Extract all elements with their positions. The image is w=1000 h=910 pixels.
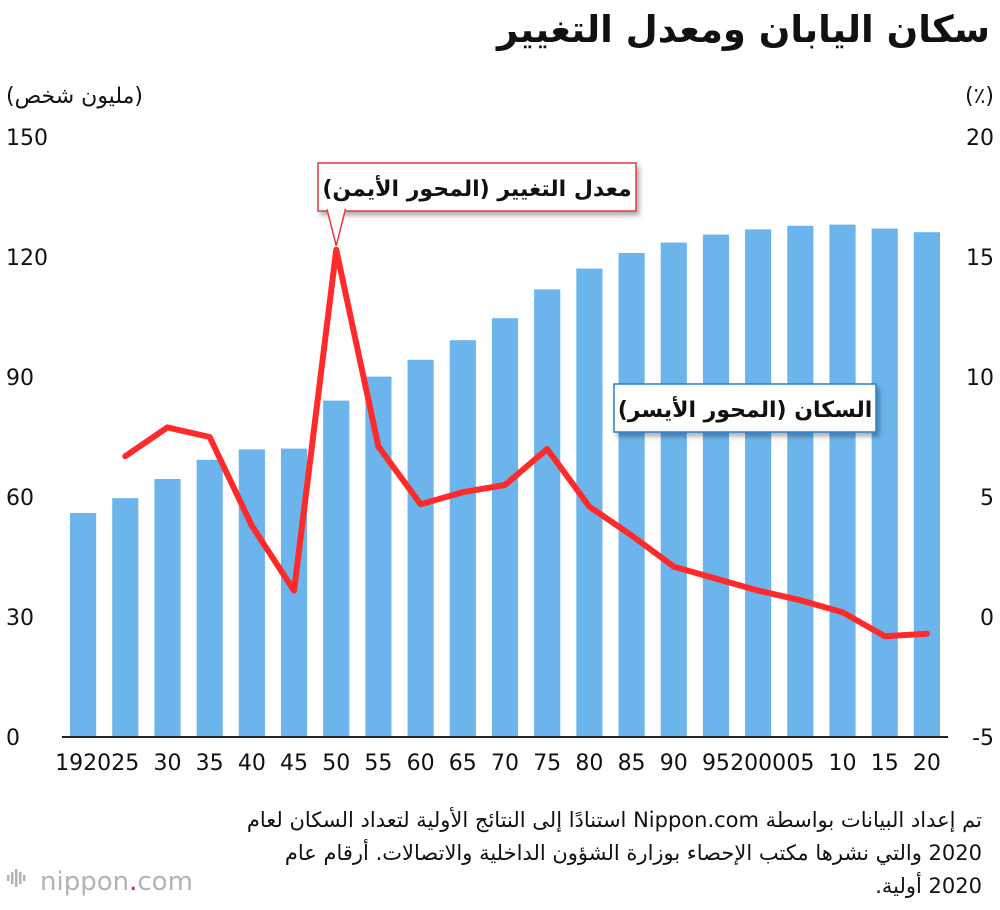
population-bar bbox=[365, 376, 392, 737]
x-axis-tick-label: 10 bbox=[829, 751, 857, 776]
x-axis-tick-label: 90 bbox=[660, 751, 688, 776]
x-axis-tick-label: 80 bbox=[575, 751, 603, 776]
x-axis-tick-label: 45 bbox=[280, 751, 308, 776]
population-bar bbox=[745, 229, 772, 737]
population-callout-label: السكان (المحور الأيسر) bbox=[618, 395, 873, 423]
population-bar bbox=[112, 498, 139, 737]
left-axis-tick-label: 60 bbox=[6, 486, 34, 511]
population-bar bbox=[407, 359, 434, 737]
logo-text-dot: . bbox=[129, 866, 138, 897]
population-bar bbox=[660, 242, 687, 737]
x-axis-tick-label: 60 bbox=[407, 751, 435, 776]
x-axis-tick-label: 2000 bbox=[730, 751, 786, 776]
x-axis-tick-label: 20 bbox=[913, 751, 941, 776]
right-axis-tick-label: -5 bbox=[972, 726, 994, 751]
left-axis-tick-label: 90 bbox=[6, 366, 34, 391]
logo-text-suffix: com bbox=[137, 866, 193, 897]
x-axis-tick-label: 30 bbox=[153, 751, 181, 776]
population-bar bbox=[702, 234, 730, 737]
left-axis-unit-label: (مليون شخص) bbox=[6, 84, 143, 109]
population-bar bbox=[491, 318, 519, 737]
x-axis-tick-label: 70 bbox=[491, 751, 519, 776]
right-axis-tick-label: 10 bbox=[966, 366, 994, 391]
right-axis-unit-label: (٪) bbox=[965, 84, 994, 109]
x-axis-tick-label: 25 bbox=[111, 751, 139, 776]
x-axis-tick-label: 75 bbox=[533, 751, 561, 776]
nippon-logo-icon bbox=[6, 866, 30, 897]
right-axis-tick-label: 0 bbox=[980, 606, 994, 631]
x-axis-tick-label: 1920 bbox=[55, 751, 111, 776]
population-bar bbox=[449, 340, 476, 737]
population-bar bbox=[829, 224, 856, 738]
chart-title: سكان اليابان ومعدل التغيير bbox=[496, 8, 990, 51]
left-axis-tick-label: 120 bbox=[6, 246, 48, 271]
x-axis-tick-label: 95 bbox=[702, 751, 730, 776]
source-note: تم إعداد البيانات بواسطة Nippon.com استن… bbox=[246, 808, 982, 898]
logo-text-name: nippon bbox=[40, 866, 130, 897]
rate-callout-box bbox=[317, 162, 637, 212]
right-axis-tick-label: 20 bbox=[966, 126, 994, 151]
left-axis-tick-label: 30 bbox=[6, 606, 34, 631]
x-axis-tick-label: 15 bbox=[871, 751, 899, 776]
left-axis-tick-label: 150 bbox=[6, 126, 48, 151]
x-axis-tick-label: 55 bbox=[364, 751, 392, 776]
x-axis-tick-label: 05 bbox=[786, 751, 814, 776]
population-bar bbox=[323, 400, 350, 737]
population-bar bbox=[70, 513, 97, 737]
right-axis-tick-label: 5 bbox=[980, 486, 994, 511]
left-axis-tick-label: 0 bbox=[6, 726, 20, 751]
nippon-logo: nippon. com bbox=[6, 866, 193, 897]
population-bar bbox=[534, 289, 561, 737]
rate-callout-pointer bbox=[326, 209, 347, 246]
x-axis-tick-label: 65 bbox=[449, 751, 477, 776]
x-axis-tick-label: 35 bbox=[196, 751, 224, 776]
x-axis-tick-label: 40 bbox=[238, 751, 266, 776]
population-bar bbox=[196, 459, 223, 737]
population-bar bbox=[913, 232, 940, 737]
population-bar bbox=[871, 228, 898, 737]
x-axis-tick-label: 50 bbox=[322, 751, 350, 776]
population-bar bbox=[787, 225, 814, 738]
population-bar bbox=[154, 479, 181, 737]
change-rate-line bbox=[122, 246, 930, 640]
population-bar bbox=[618, 253, 645, 737]
right-axis-tick-label: 15 bbox=[966, 246, 994, 271]
population-bar bbox=[238, 449, 265, 737]
population-callout-box bbox=[613, 383, 877, 433]
rate-callout-pointer-cover bbox=[328, 208, 345, 212]
x-axis-tick-label: 85 bbox=[618, 751, 646, 776]
rate-callout-label: معدل التغيير (المحور الأيمن) bbox=[322, 174, 631, 202]
